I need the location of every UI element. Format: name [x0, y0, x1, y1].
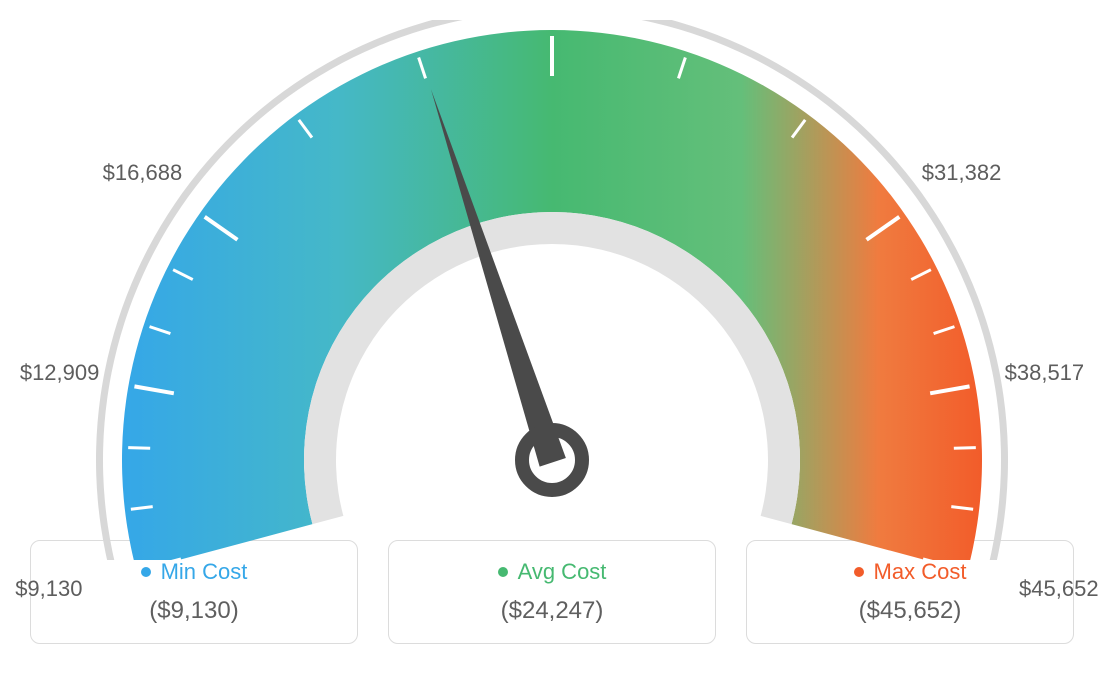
gauge-tick-label: $31,382 — [922, 160, 1002, 186]
gauge-tick-label: $16,688 — [103, 160, 183, 186]
gauge-tick-label: $12,909 — [20, 360, 100, 386]
legend-value-avg: ($24,247) — [399, 597, 705, 625]
gauge-svg — [22, 20, 1082, 560]
legend-title-text: Max Cost — [874, 559, 967, 585]
legend-value-max: ($45,652) — [757, 597, 1063, 625]
legend-title-max: Max Cost — [854, 559, 967, 585]
legend-title-text: Min Cost — [161, 559, 248, 585]
gauge-tick-label: $38,517 — [1005, 360, 1085, 386]
legend-value-min: ($9,130) — [41, 597, 347, 625]
gauge-tick-label: $9,130 — [15, 576, 82, 602]
dot-icon — [498, 567, 508, 577]
legend-title-avg: Avg Cost — [498, 559, 607, 585]
gauge-chart: $9,130$12,909$16,688$24,247$31,382$38,51… — [22, 20, 1082, 530]
legend-title-text: Avg Cost — [518, 559, 607, 585]
legend-title-min: Min Cost — [141, 559, 248, 585]
dot-icon — [854, 567, 864, 577]
gauge-tick-label: $45,652 — [1019, 576, 1099, 602]
dot-icon — [141, 567, 151, 577]
